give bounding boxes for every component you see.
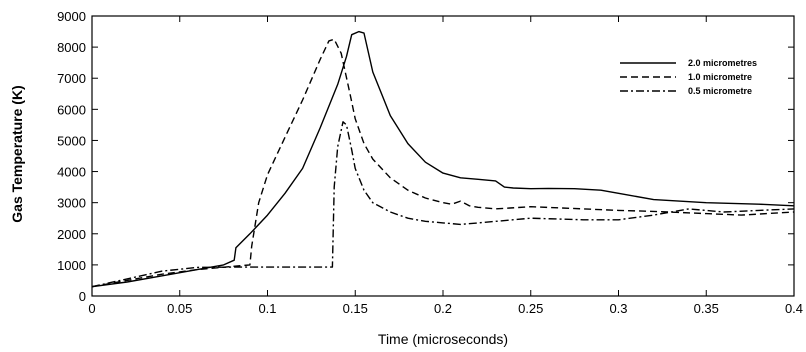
x-tick-label: 0.15 bbox=[343, 301, 368, 316]
x-tick-label: 0.2 bbox=[434, 301, 452, 316]
y-tick-label: 9000 bbox=[57, 9, 86, 24]
legend-label: 2.0 micrometres bbox=[688, 58, 757, 68]
y-axis: 0 1000 2000 3000 4000 5000 6000 7000 8000 9000 bbox=[57, 9, 794, 304]
legend-label: 1.0 micrometre bbox=[688, 72, 752, 82]
x-tick-label: 0 bbox=[88, 301, 95, 316]
x-tick-label: 0.35 bbox=[694, 301, 719, 316]
x-tick-label: 0.25 bbox=[518, 301, 543, 316]
series-layer bbox=[91, 30, 795, 288]
y-axis-title: Gas Temperature (K) bbox=[9, 85, 25, 222]
y-tick-label: 7000 bbox=[57, 71, 86, 86]
legend: 2.0 micrometres 1.0 micrometre 0.5 microme… bbox=[620, 58, 757, 96]
x-tick-label: 0.4 bbox=[785, 301, 803, 316]
legend-label: 0.5 micrometre bbox=[688, 86, 752, 96]
series-line bbox=[91, 30, 795, 288]
x-axis-title: Time (microseconds) bbox=[378, 331, 508, 347]
x-axis: 0 0.05 0.1 0.15 0.2 0.25 0.3 0.35 0.4 bbox=[88, 16, 803, 316]
y-tick-label: 6000 bbox=[57, 102, 86, 117]
y-tick-label: 2000 bbox=[57, 227, 86, 242]
y-tick-label: 1000 bbox=[57, 258, 86, 273]
y-tick-label: 5000 bbox=[57, 133, 86, 148]
y-tick-label: 0 bbox=[79, 289, 86, 304]
y-tick-label: 4000 bbox=[57, 165, 86, 180]
y-tick-label: 8000 bbox=[57, 40, 86, 55]
x-tick-label: 0.3 bbox=[609, 301, 627, 316]
x-tick-label: 0.05 bbox=[167, 301, 192, 316]
y-tick-label: 3000 bbox=[57, 196, 86, 211]
series-line bbox=[91, 121, 795, 288]
x-tick-label: 0.1 bbox=[258, 301, 276, 316]
